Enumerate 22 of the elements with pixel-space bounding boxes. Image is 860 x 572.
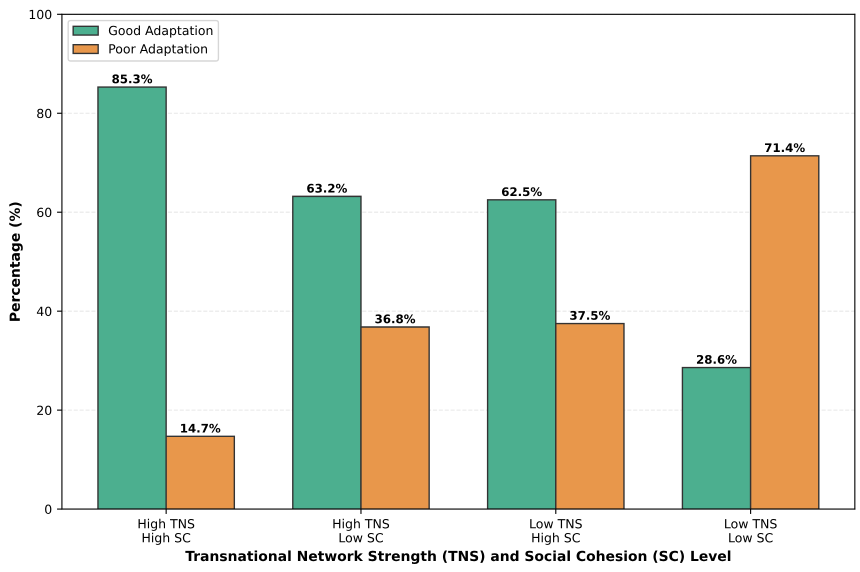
y-tick-label: 100 xyxy=(30,10,52,20)
data-label: 37.5% xyxy=(570,310,610,320)
x-tick-label: High TNS High SC xyxy=(138,518,194,545)
data-label: 85.3% xyxy=(112,74,152,84)
y-tick-label: 80 xyxy=(37,108,52,118)
x-tick-label: Low TNS Low SC xyxy=(725,519,777,542)
legend-label: Good Adaptation xyxy=(108,26,212,38)
y-tick-label: 0 xyxy=(45,504,52,514)
y-axis-title: Percentage (%) xyxy=(9,202,23,321)
legend-label: Poor Adaptation xyxy=(109,44,207,56)
data-label: 36.8% xyxy=(375,314,416,324)
data-label: 28.6% xyxy=(696,354,737,364)
x-tick-label: High TNS Low SC xyxy=(333,518,390,542)
y-tick-label: 40 xyxy=(36,306,52,316)
data-label: 14.7% xyxy=(181,424,220,433)
x-tick-label: Low TNS High SC xyxy=(530,519,582,545)
data-label: 71.4% xyxy=(765,143,805,152)
data-label: 63.2% xyxy=(307,184,347,193)
y-tick-label: 60 xyxy=(37,208,52,218)
data-label: 62.5% xyxy=(502,187,542,196)
x-axis-title: Transnational Network Strength (TNS) and Social Cohesion (SC) Level xyxy=(185,550,730,564)
y-tick-label: 20 xyxy=(37,406,52,416)
